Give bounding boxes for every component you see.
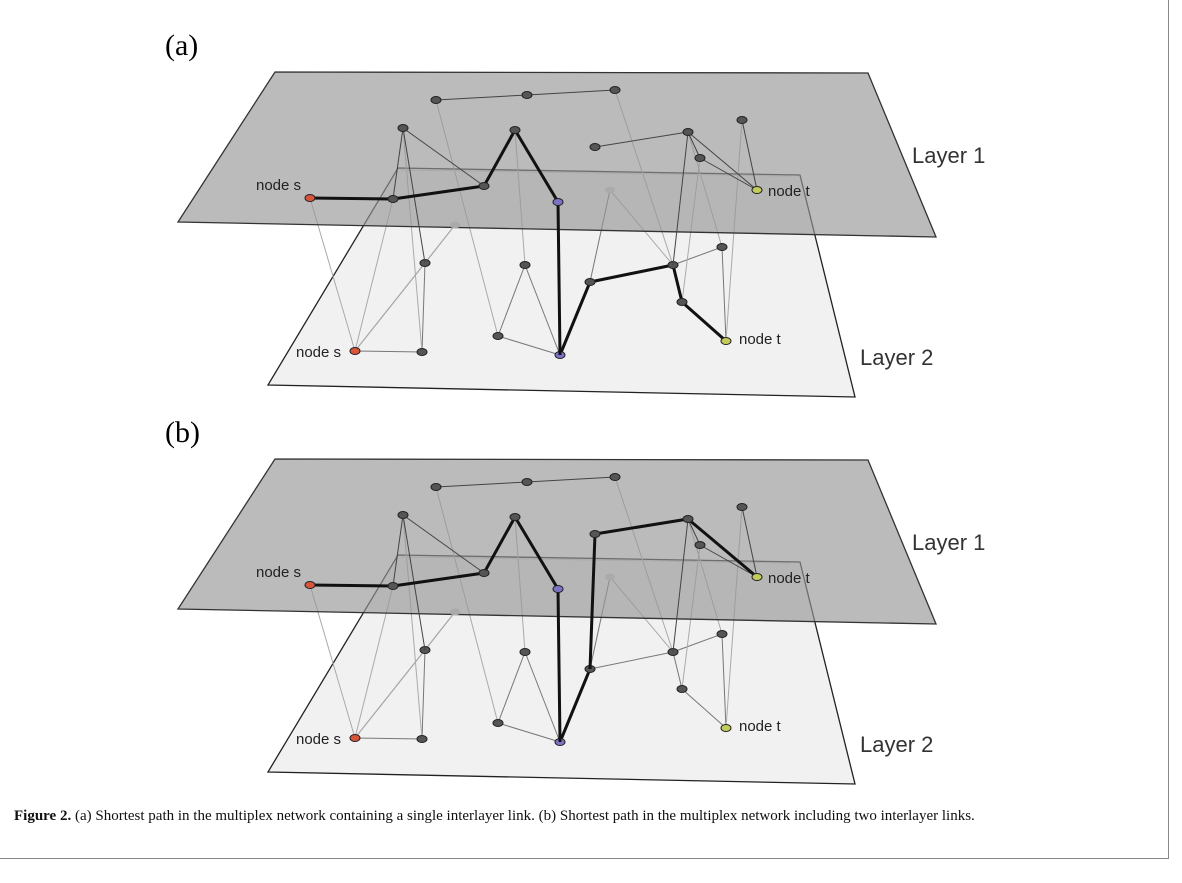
node [737,117,747,124]
node [522,479,532,486]
node [752,574,762,581]
node [350,348,360,355]
panel-label: (a) [165,29,198,62]
node-label: node t [739,331,782,348]
node-label: node s [256,177,301,194]
caption-text: (a) Shortest path in the multiplex netwo… [75,808,975,824]
node [677,686,687,693]
path-edge [558,202,560,355]
node [398,512,408,519]
panel-label: (b) [165,416,200,449]
node [431,97,441,104]
node [585,279,595,286]
node [553,586,563,593]
node [721,338,731,345]
node [553,199,563,206]
node [417,349,427,356]
node [398,125,408,132]
node [721,725,731,732]
layer-label: Layer 2 [860,345,933,370]
node [752,187,762,194]
caption: Figure 2. (a) Shortest path in the multi… [14,806,1154,826]
node [737,504,747,511]
node [417,736,427,743]
node [479,570,489,577]
node [350,735,360,742]
node [717,244,727,251]
node [610,87,620,94]
node [683,516,693,523]
node [520,262,530,269]
path-edge [310,585,393,586]
diagram: (a) Layer 1 Layer 2 node s node t node s node … [0,0,1182,800]
node [305,582,315,589]
node [305,195,315,202]
node [610,474,620,481]
node-label: node s [296,344,341,361]
node-label: node s [296,731,341,748]
node [677,299,687,306]
node-label: node t [739,718,782,735]
node [695,542,705,549]
node [450,609,460,616]
node [520,649,530,656]
node [388,583,398,590]
node [717,631,727,638]
node [695,155,705,162]
node [493,333,503,340]
path-edge [558,589,560,742]
node [605,574,615,581]
layer-label: Layer 1 [912,530,985,555]
figure: (a) Layer 1 Layer 2 node s node t node s node … [0,0,1182,883]
node [590,531,600,538]
node [388,196,398,203]
node [510,127,520,134]
node [522,92,532,99]
layer-label: Layer 2 [860,732,933,757]
node [510,514,520,521]
node [605,187,615,194]
node [590,144,600,151]
node [479,183,489,190]
path-edge [310,198,393,199]
node [493,720,503,727]
layer-label: Layer 1 [912,143,985,168]
caption-label: Figure 2. [14,808,71,824]
node-label: node t [768,570,811,587]
node-label: node s [256,564,301,581]
node [450,222,460,229]
node-label: node t [768,183,811,200]
node [683,129,693,136]
node [431,484,441,491]
